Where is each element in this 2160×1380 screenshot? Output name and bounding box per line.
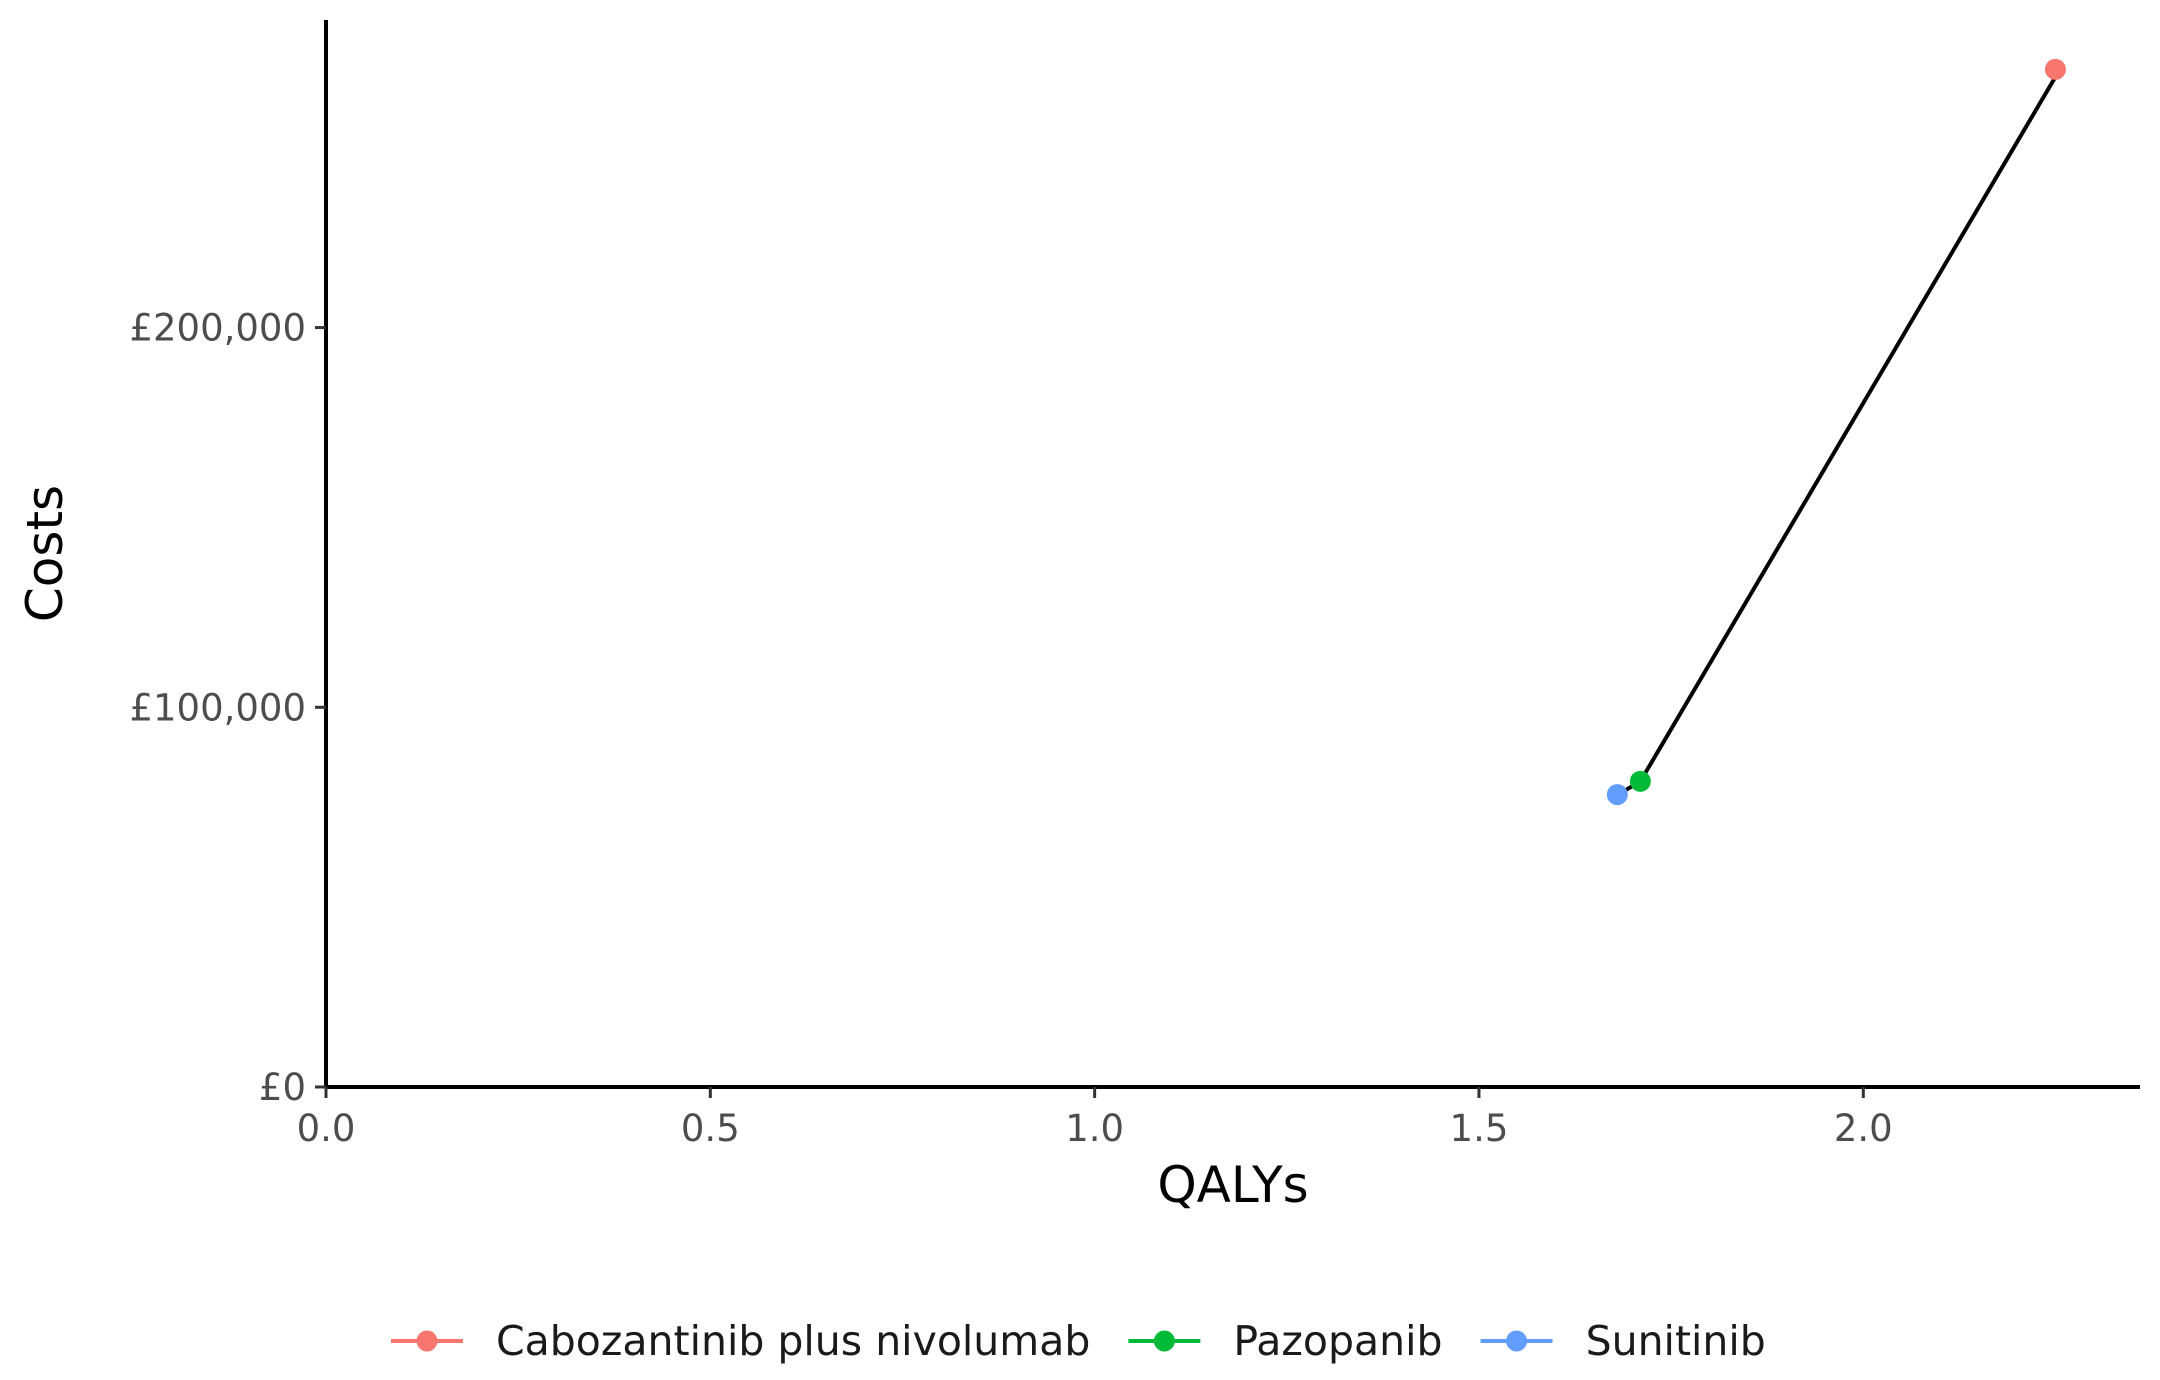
x-axis-title: QALYs bbox=[1157, 1156, 1308, 1214]
y-tick-label: £100,000 bbox=[129, 686, 306, 729]
legend-key-point bbox=[416, 1330, 438, 1352]
frontier-line bbox=[1620, 75, 2058, 795]
x-tick-label: 1.0 bbox=[1065, 1107, 1124, 1150]
axes-layer bbox=[324, 20, 2140, 1089]
legend-label: Pazopanib bbox=[1233, 1317, 1442, 1365]
x-tick-label: 2.0 bbox=[1834, 1107, 1893, 1150]
y-tick-label: £0 bbox=[259, 1066, 306, 1109]
ticks-layer: 0.0 0.5 1.0 1.5 2.0 £0 £100,000 £200,000 bbox=[129, 307, 1892, 1150]
point-pazopanib bbox=[1629, 770, 1651, 792]
x-tick-label: 0.5 bbox=[681, 1107, 740, 1150]
y-axis-title: Costs bbox=[16, 485, 74, 622]
legend-key-point bbox=[1153, 1330, 1175, 1352]
legend-item-pazopanib: Pazopanib bbox=[1128, 1317, 1443, 1365]
legend-label: Sunitinib bbox=[1586, 1317, 1766, 1365]
legend-key-point bbox=[1506, 1330, 1528, 1352]
point-cabozantinib-plus-nivolumab bbox=[2044, 58, 2066, 80]
legend-label: Cabozantinib plus nivolumab bbox=[496, 1317, 1090, 1365]
legend-item-cabozantinib-plus-nivolumab: Cabozantinib plus nivolumab bbox=[391, 1317, 1090, 1365]
x-tick-label: 0.0 bbox=[297, 1107, 356, 1150]
frontier-layer bbox=[1620, 75, 2058, 795]
y-tick-label: £200,000 bbox=[129, 307, 306, 350]
x-tick-label: 1.5 bbox=[1450, 1107, 1509, 1150]
legend-item-sunitinib: Sunitinib bbox=[1480, 1317, 1766, 1365]
point-sunitinib bbox=[1606, 784, 1628, 806]
legend: Cabozantinib plus nivolumab Pazopanib Suni… bbox=[391, 1317, 1766, 1365]
points-layer bbox=[1606, 58, 2066, 806]
